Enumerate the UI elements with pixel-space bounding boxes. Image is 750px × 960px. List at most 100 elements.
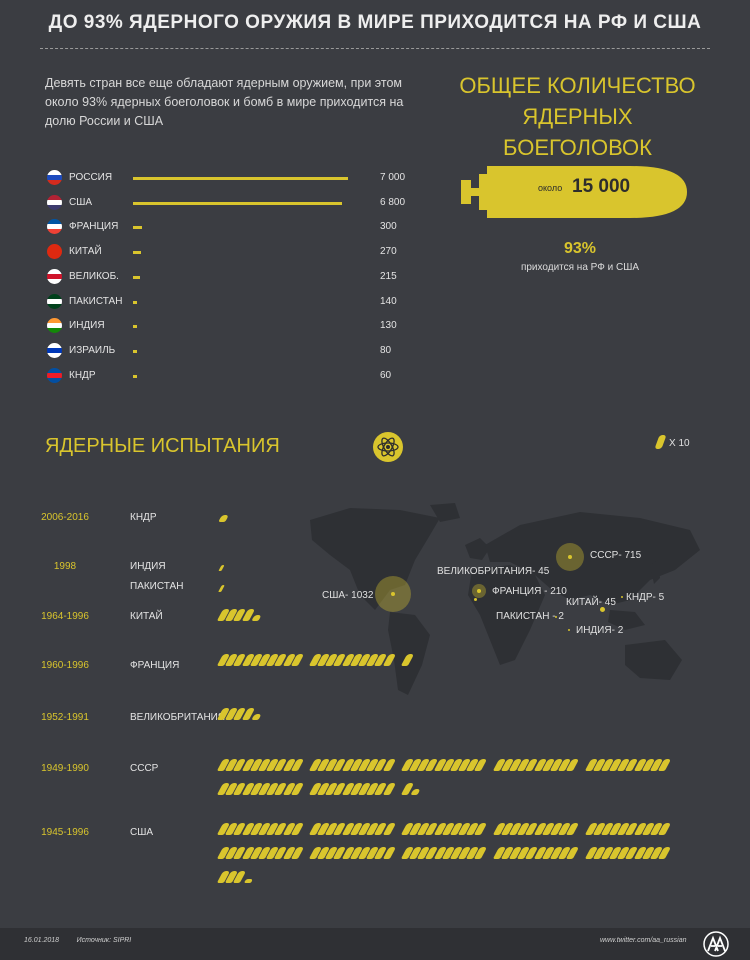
map-label-india: ИНДИЯ- 2: [576, 625, 624, 636]
country-name: РОССИЯ: [69, 172, 113, 183]
test-bombs-row: [216, 759, 680, 809]
test-country: ФРАНЦИЯ: [130, 660, 180, 671]
map-label-pakistan: ПАКИСТАН - 2: [496, 611, 564, 622]
country-row: ПАКИСТАН 140: [45, 293, 415, 310]
test-years: 1998: [53, 561, 77, 572]
bomb-line: [216, 708, 262, 722]
total-heading-line: ОБЩЕЕ КОЛИЧЕСТВО: [459, 73, 696, 98]
country-row: ВЕЛИКОБ. 215: [45, 268, 415, 285]
warhead-value: 270: [380, 246, 397, 258]
warhead-value: 140: [380, 295, 397, 307]
uk-dot: [474, 598, 477, 601]
title-divider: [40, 48, 710, 49]
france-dot: [477, 589, 481, 593]
country-name: США: [69, 196, 93, 208]
test-bombs-row: [216, 823, 680, 895]
test-bombs-row: [216, 609, 262, 623]
test-bombs-row: [218, 559, 225, 573]
bomb-line: [216, 783, 680, 807]
warhead-value: 60: [380, 369, 392, 381]
bomb-line: [216, 654, 414, 668]
aa-logo-icon: [703, 931, 729, 957]
country-row: РОССИЯ 7 000: [45, 170, 415, 186]
warhead-value: 6 800: [380, 196, 406, 208]
test-years: 1949-1990: [41, 763, 89, 774]
country-row: ИНДИЯ 130: [45, 318, 415, 334]
country-row: КИТАЙ 270: [45, 244, 415, 260]
test-country: США: [130, 827, 154, 838]
warhead-bar: [133, 275, 140, 279]
flag-icon: [47, 293, 62, 309]
warhead-bar: [133, 177, 348, 180]
flag-icon: [47, 342, 62, 358]
india-dot: [568, 629, 570, 631]
test-years: 1952-1991: [41, 712, 89, 723]
warhead-value: 7 000: [380, 172, 406, 183]
bomb-line: [216, 759, 680, 783]
bomb-line: [216, 871, 680, 895]
warhead-bar: [133, 201, 342, 205]
footer-left: 16.01.2018 Источник: SIPRI: [24, 937, 131, 944]
map-label-uk: ВЕЛИКОБРИТАНИЯ- 45: [437, 566, 550, 577]
test-years: 1945-1996: [41, 827, 89, 838]
approx-label: около: [538, 183, 563, 193]
warhead-value: 80: [380, 344, 392, 356]
flag-icon: [47, 219, 62, 235]
warhead-value: 130: [380, 320, 397, 332]
total-percent: 93%: [563, 240, 597, 257]
bomb-icon: [243, 879, 253, 883]
map-label-dprk: КНДР- 5: [626, 592, 665, 603]
intro-text: Девять стран все еще обладают ядерным ор…: [45, 76, 404, 128]
total-value: 15 000: [572, 176, 631, 197]
country-name: ПАКИСТАН: [69, 295, 123, 307]
country-row: США 6 800: [45, 194, 415, 211]
test-country: ИНДИЯ: [130, 561, 166, 572]
country-name: ИНДИЯ: [69, 320, 105, 332]
bomb-icon: [218, 514, 229, 522]
footer-source: Источник: SIPRI: [76, 937, 132, 944]
china-dot: [600, 607, 605, 612]
world-map: [310, 503, 700, 695]
map-label-ussr: СССР- 715: [590, 550, 642, 561]
tests-title: ЯДЕРНЫЕ ИСПЫТАНИЯ: [45, 435, 280, 457]
bomb-icon: [400, 654, 414, 666]
test-country: КНДР: [130, 512, 157, 523]
warhead-bar: [133, 325, 137, 329]
bomb-line: [216, 609, 262, 623]
test-bombs-row: [216, 654, 414, 668]
usa-dot: [391, 592, 395, 596]
pakistan-dot: [555, 616, 557, 618]
total-heading: ОБЩЕЕ КОЛИЧЕСТВО ЯДЕРНЫХ БОЕГОЛОВОК В МИ…: [455, 70, 700, 194]
bomb-icon: [218, 585, 225, 592]
test-country: ПАКИСТАН: [130, 581, 184, 592]
bomb-icon: [251, 714, 262, 720]
country-row: ИЗРАИЛЬ 80: [45, 342, 415, 359]
warhead-bar: [133, 251, 142, 255]
warhead-bar: [133, 349, 137, 353]
map-label-china: КИТАЙ- 45: [566, 597, 616, 608]
country-row: ФРАНЦИЯ 300: [45, 219, 415, 235]
legend-scale: X 10: [669, 438, 690, 449]
country-name: КНДР: [69, 369, 96, 381]
country-name: ФРАНЦИЯ: [69, 221, 119, 233]
country-name: ВЕЛИКОБ.: [69, 270, 119, 282]
test-years: 2006-2016: [41, 512, 89, 523]
total-percent-caption: приходится на РФ и США: [520, 262, 640, 273]
test-bombs-row: [216, 708, 262, 722]
atom-icon: [373, 432, 403, 462]
page-title: ДО 93% ЯДЕРНОГО ОРУЖИЯ В МИРЕ ПРИХОДИТСЯ…: [48, 12, 702, 33]
bomb-icon: [410, 789, 421, 795]
bomb-line: [216, 847, 680, 871]
dprk-dot: [621, 596, 623, 598]
warhead-bar: [133, 300, 138, 304]
warhead-bar: [133, 374, 137, 378]
flag-icon: [47, 244, 62, 260]
test-years: 1960-1996: [41, 660, 89, 671]
flag-icon: [47, 318, 62, 334]
flag-icon: [47, 170, 62, 185]
total-heading-line: ЯДЕРНЫХ БОЕГОЛОВОК: [503, 104, 652, 160]
country-name: ИЗРАИЛЬ: [69, 344, 116, 356]
warhead-bar: [133, 226, 143, 230]
bomb-icon: [654, 435, 667, 449]
country-name: КИТАЙ: [69, 246, 102, 258]
